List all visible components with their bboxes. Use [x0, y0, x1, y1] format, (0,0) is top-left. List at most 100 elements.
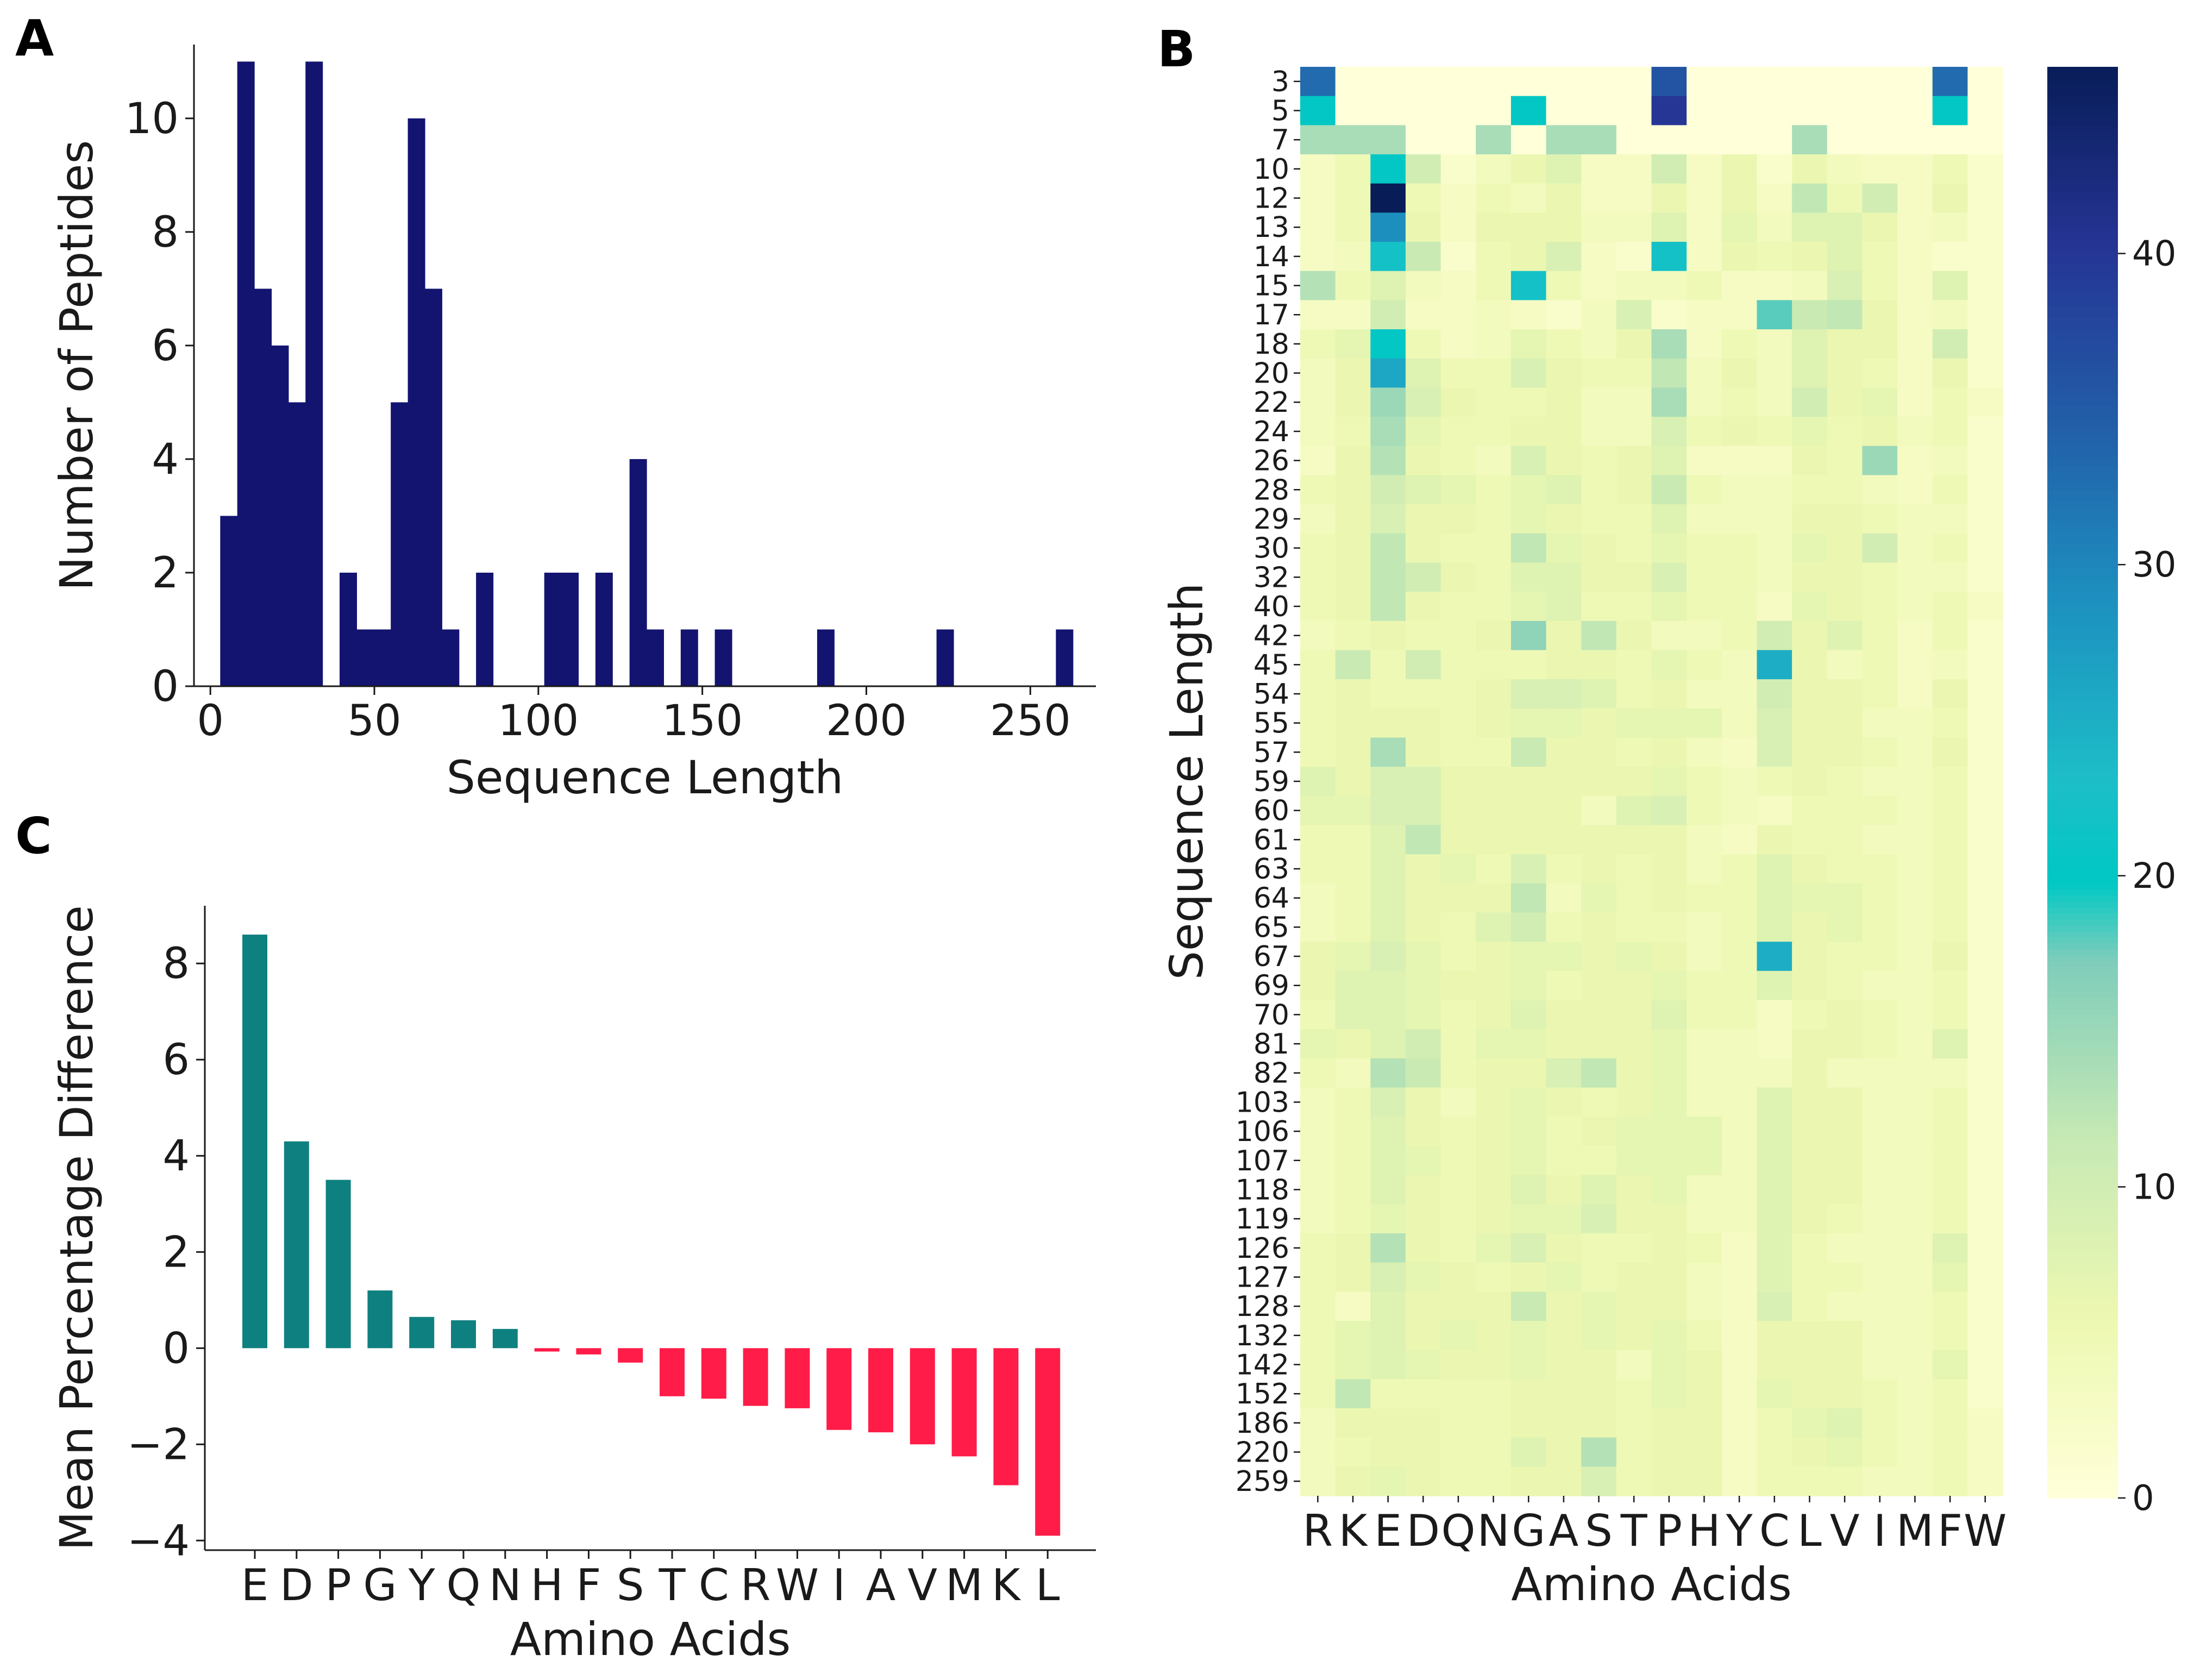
heatmap-cell [1440, 562, 1477, 592]
heatmap-cell [1651, 300, 1687, 330]
heatmap-cell [1792, 767, 1828, 797]
heatmap-cell [1476, 970, 1512, 1001]
heatmap-cell [1932, 417, 1969, 447]
heatmap-cell [1300, 1292, 1336, 1321]
heatmap-cell [1792, 1000, 1828, 1030]
heatmap-cell [1721, 183, 1758, 214]
heatmap-cell [1370, 271, 1406, 301]
heatmap-cell [1300, 125, 1336, 155]
colorbar-segment [2047, 1026, 2118, 1033]
heatmap-cell [1370, 1000, 1406, 1030]
heatmap-cell [1757, 1058, 1792, 1088]
heatmap-cell [1335, 1145, 1371, 1176]
heatmap-cell [1862, 795, 1898, 826]
heatmap-cell [1862, 1029, 1898, 1059]
colorbar-segment [2047, 979, 2118, 986]
heatmap-cell [1932, 1350, 1969, 1380]
heatmap-cell [1792, 96, 1828, 126]
colorbar-segment [2047, 991, 2118, 998]
colorbar-segment [2047, 490, 2118, 497]
heatmap-cell [1687, 883, 1722, 913]
heatmap-cell [1932, 1379, 1969, 1409]
heatmap-cell [1792, 183, 1828, 214]
heatmap-cell [1440, 1000, 1477, 1030]
heatmap-cell [1335, 679, 1371, 709]
colorbar-segment [2047, 1378, 2118, 1386]
difference-bar [576, 1348, 601, 1355]
heatmap-cell [1370, 446, 1406, 476]
heatmap-cell [1546, 154, 1582, 184]
heatmap-cell [1510, 942, 1547, 971]
heatmap-cell [1440, 183, 1477, 214]
heatmap-cell [1687, 1145, 1722, 1176]
heatmap-cell [1581, 300, 1617, 330]
colorbar-segment [2047, 114, 2118, 121]
heatmap-cell [1862, 650, 1898, 680]
heatmap-cell [1721, 417, 1758, 447]
colorbar-segment [2047, 1277, 2118, 1284]
heatmap-cell [1300, 1379, 1336, 1409]
heatmap-cell [1757, 1408, 1792, 1438]
heatmap-cell [1300, 1175, 1336, 1205]
colorbar-segment [2047, 144, 2118, 151]
heatmap-cell [1827, 1087, 1863, 1118]
colorbar-segment [2047, 383, 2118, 390]
heatmap-cell [1897, 1408, 1933, 1438]
heatmap-cell [1476, 1029, 1512, 1059]
heatmap-cell [1300, 767, 1336, 797]
heatmap-cell [1757, 212, 1792, 242]
heatmap-cell [1510, 1087, 1547, 1118]
colorbar-segment [2047, 657, 2118, 664]
heatmap-cell [1476, 96, 1512, 126]
colorbar-segment [2047, 1009, 2118, 1015]
heatmap-cell [1721, 1437, 1758, 1468]
y-tick-label: 119 [1236, 1203, 1289, 1236]
panel-a-axes: 0 50 100 150 200 250 0 2 4 6 8 10 [125, 45, 1096, 745]
heatmap-cell [1721, 533, 1758, 563]
heatmap-cell [1967, 329, 2003, 359]
heatmap-cell [1440, 737, 1477, 767]
colorbar-segment [2047, 579, 2118, 586]
heatmap-cell [1862, 1000, 1898, 1030]
heatmap-cell [1440, 1466, 1477, 1496]
heatmap-cell [1827, 737, 1863, 767]
colorbar-segment [2047, 1003, 2118, 1010]
heatmap-cell [1862, 475, 1898, 505]
difference-bar [242, 935, 267, 1349]
heatmap-cell [1932, 970, 1969, 1001]
heatmap-cell [1581, 242, 1617, 272]
heatmap-cell [1510, 183, 1547, 214]
heatmap-cell [1510, 125, 1547, 155]
heatmap-cell [1300, 1466, 1336, 1496]
heatmap-cell [1476, 417, 1512, 447]
heatmap-cell [1721, 1379, 1758, 1409]
heatmap-cell [1967, 1029, 2003, 1059]
heatmap-cell [1335, 475, 1371, 505]
heatmap-cell [1476, 329, 1512, 359]
heatmap-cell [1967, 446, 2003, 476]
heatmap-cell [1651, 96, 1687, 126]
heatmap-cell [1405, 1408, 1441, 1438]
heatmap-cell [1405, 1262, 1441, 1293]
heatmap-cell [1967, 679, 2003, 709]
colorbar-segment [2047, 776, 2118, 783]
heatmap-cell [1897, 358, 1933, 388]
y-tick-label: 7 [1271, 124, 1289, 156]
heatmap-cell [1827, 854, 1863, 884]
heatmap-cell [1616, 1379, 1652, 1409]
heatmap-cell [1405, 854, 1441, 884]
x-tick-label: D [1406, 1506, 1440, 1556]
colorbar-segment [2047, 72, 2118, 79]
colorbar-segment [2047, 669, 2118, 676]
colorbar-segment [2047, 973, 2118, 980]
colorbar-segment [2047, 1438, 2118, 1445]
heatmap-cell [1827, 650, 1863, 680]
heatmap-cell [1616, 417, 1652, 447]
heatmap-cell [1405, 970, 1441, 1001]
heatmap-cell [1792, 1175, 1828, 1205]
heatmap-cell [1370, 883, 1406, 913]
heatmap-cell [1405, 1029, 1441, 1059]
heatmap-cell [1897, 1058, 1933, 1088]
heatmap-cell [1510, 358, 1547, 388]
heatmap-cell [1827, 883, 1863, 913]
